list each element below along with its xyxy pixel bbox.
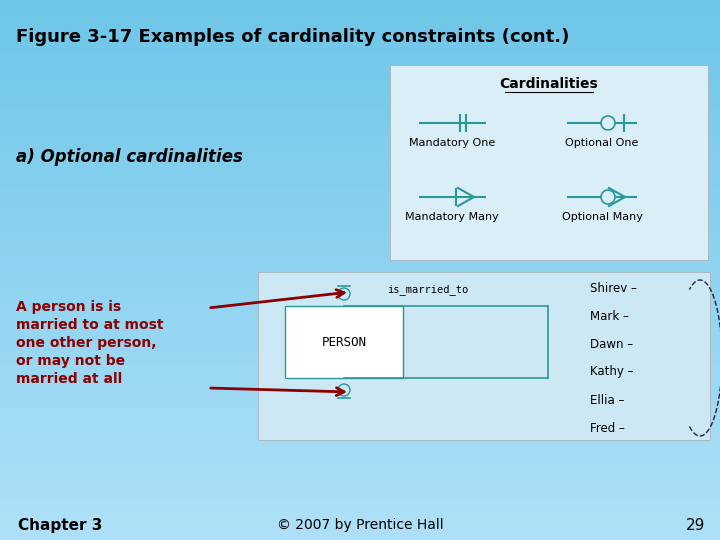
Bar — [0, 526, 720, 540]
Bar — [0, 270, 720, 284]
Bar — [0, 176, 720, 189]
Text: Optional Many: Optional Many — [562, 212, 642, 222]
Text: Cardinalities: Cardinalities — [500, 77, 598, 91]
Bar — [0, 486, 720, 500]
Bar — [0, 472, 720, 486]
Text: Figure 3-17 Examples of cardinality constraints (cont.): Figure 3-17 Examples of cardinality cons… — [16, 28, 570, 46]
Bar — [0, 0, 720, 14]
Circle shape — [601, 116, 615, 130]
Bar — [0, 40, 720, 54]
Bar — [258, 272, 710, 440]
Text: Mandatory One: Mandatory One — [409, 138, 495, 148]
Bar — [0, 284, 720, 297]
Bar — [0, 54, 720, 68]
Text: or may not be: or may not be — [16, 354, 125, 368]
Bar — [0, 351, 720, 364]
Text: A person is is: A person is is — [16, 300, 121, 314]
Bar — [0, 392, 720, 405]
Text: Ellia –: Ellia – — [590, 394, 624, 407]
Bar — [0, 297, 720, 310]
Bar — [0, 162, 720, 176]
Text: is_married_to: is_married_to — [387, 284, 469, 295]
Text: Kathy –: Kathy – — [590, 366, 634, 379]
Bar — [0, 256, 720, 270]
Text: Mandatory Many: Mandatory Many — [405, 212, 499, 222]
Bar — [0, 202, 720, 216]
Bar — [0, 324, 720, 338]
Bar — [0, 81, 720, 94]
Bar — [0, 230, 720, 243]
Text: one other person,: one other person, — [16, 336, 156, 350]
Bar — [0, 513, 720, 526]
Text: Dawn –: Dawn – — [590, 338, 633, 350]
Text: Chapter 3: Chapter 3 — [18, 518, 102, 533]
Bar — [0, 68, 720, 81]
Circle shape — [338, 288, 350, 300]
Bar — [0, 364, 720, 378]
Bar — [0, 27, 720, 40]
Bar — [0, 14, 720, 27]
Bar — [0, 459, 720, 472]
Text: married at all: married at all — [16, 372, 122, 386]
Text: 29: 29 — [685, 518, 705, 533]
Bar — [0, 94, 720, 108]
Text: Fred –: Fred – — [590, 422, 625, 435]
Bar — [285, 306, 403, 378]
Text: Shirev –: Shirev – — [590, 281, 637, 294]
Bar — [0, 310, 720, 324]
Bar — [0, 148, 720, 162]
Bar — [0, 378, 720, 392]
Bar — [0, 418, 720, 432]
Bar — [0, 135, 720, 148]
Text: Mark –: Mark – — [590, 309, 629, 322]
Bar — [0, 108, 720, 122]
Bar — [0, 338, 720, 351]
Bar — [390, 65, 708, 260]
Bar — [0, 405, 720, 418]
Text: © 2007 by Prentice Hall: © 2007 by Prentice Hall — [276, 518, 444, 532]
Circle shape — [601, 190, 615, 204]
Circle shape — [338, 384, 350, 396]
Bar — [0, 243, 720, 256]
Bar — [0, 216, 720, 229]
Bar — [0, 189, 720, 202]
Bar — [0, 500, 720, 513]
Text: Optional One: Optional One — [565, 138, 639, 148]
Bar — [0, 446, 720, 459]
Bar — [0, 122, 720, 135]
Bar — [0, 432, 720, 445]
Text: married to at most: married to at most — [16, 318, 163, 332]
Text: PERSON: PERSON — [322, 335, 366, 348]
Text: a) Optional cardinalities: a) Optional cardinalities — [16, 148, 243, 166]
